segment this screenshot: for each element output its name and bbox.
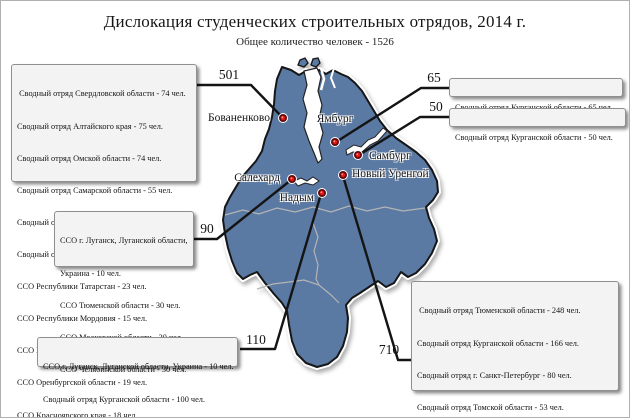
north-channel-1	[319, 67, 326, 91]
total-501: 501	[218, 67, 240, 82]
box-line: ССО Тюменской области - 30 чел.	[60, 300, 181, 310]
connector-line-65	[335, 86, 449, 144]
district-boundary-south	[256, 279, 340, 304]
city-label-nadym: Надым	[279, 192, 314, 204]
infobox-northwest: Сводный отряд Свердловской области - 74 …	[11, 64, 197, 417]
taz-estuary	[345, 127, 388, 156]
box-line: ССО Оренбургской области - 19 чел.	[17, 378, 148, 388]
connector-line-501	[197, 83, 284, 119]
city-label-samburg: Самбург	[369, 150, 411, 162]
city-label-bovanenkovo: Бованенково	[207, 112, 270, 124]
box-line: Сводный отряд Курганской области - 50 че…	[455, 133, 613, 143]
city-marker-yamburg	[330, 137, 340, 147]
box-line: Украина - 10 чел.	[60, 268, 121, 278]
connector-line-110	[240, 193, 323, 351]
box-line: Сводный отряд Тюменской области - 248 че…	[417, 306, 581, 316]
infobox-samburg: Сводный отряд Курганской области - 50 че…	[449, 108, 626, 142]
page-subtitle: Общее количество человек - 1526	[236, 36, 394, 48]
box-line: ССО г. Луганск, Луганской области, Украи…	[43, 362, 234, 372]
connector-lines	[194, 83, 449, 362]
city-marker-samburg	[353, 150, 363, 160]
total-50: 50	[429, 99, 443, 114]
total-710: 710	[378, 342, 400, 357]
box-line: Сводный отряд Алтайского края - 75 чел.	[17, 121, 163, 131]
box-line: Сводный отряд Свердловской области - 74 …	[17, 89, 186, 99]
region-shape	[222, 66, 439, 368]
north-channel-2	[329, 67, 336, 89]
city-label-salekhard: Салехард	[234, 172, 280, 184]
box-line: Сводный отряд Омской области - 74 чел.	[17, 153, 162, 163]
total-65: 65	[427, 70, 441, 85]
island-1	[297, 57, 309, 68]
box-line: Сводный отряд г. Санкт-Петербург - 80 че…	[417, 370, 572, 380]
box-line: Сводный отряд Курганской области - 166 ч…	[417, 338, 580, 348]
box-line: ССО Красноярского края - 18 чел.	[17, 410, 138, 418]
city-marker-nadym	[317, 188, 327, 198]
infobox-southeast: Сводный отряд Тюменской области - 248 че…	[411, 281, 619, 412]
infobox-yamburg: Сводный отряд Курганской области - 65 че…	[449, 78, 623, 112]
infobox-southwest: ССО г. Луганск, Луганской области, Украи…	[37, 337, 238, 404]
connector-line-50	[358, 115, 449, 157]
box-line: Сводный отряд Самарской области - 55 чел…	[17, 185, 173, 195]
box-line: ССО Республики Татарстан - 23 чел.	[17, 282, 147, 292]
connector-line-710	[341, 175, 411, 362]
city-label-yamburg: Ямбург	[316, 113, 354, 125]
total-110: 110	[246, 332, 266, 347]
island-2	[310, 57, 321, 68]
box-line: Сводный отряд Томской области - 53 чел.	[417, 402, 564, 412]
box-line: Сводный отряд Курганской области - 65 че…	[455, 103, 617, 114]
region-landmass	[220, 57, 441, 370]
box-line: Сводный отряд Курганской области - 100 ч…	[43, 394, 206, 404]
box-line: ССО Республики Мордовия - 15 чел.	[17, 314, 148, 324]
city-marker-salekhard	[287, 174, 297, 184]
ob-river	[293, 176, 320, 187]
city-markers	[278, 113, 363, 198]
city-marker-novy-urengoy	[338, 170, 348, 180]
box-line: ССО Челябинской области - 30 чел.	[60, 364, 187, 374]
infobox-west: ССО г. Луганск, Луганской области, Украи…	[54, 211, 194, 374]
box-line: ССО г. Луганск, Луганской области,	[60, 236, 188, 246]
total-90: 90	[200, 221, 214, 236]
district-boundary-north	[224, 205, 426, 216]
page-title: Дислокация студенческих строительных отр…	[103, 12, 527, 31]
city-label-novy-urengoy: Новый Уренгой	[352, 168, 429, 180]
ob-bay	[302, 67, 324, 164]
connector-line-90	[194, 179, 292, 241]
city-marker-bovanenkovo	[278, 113, 288, 123]
